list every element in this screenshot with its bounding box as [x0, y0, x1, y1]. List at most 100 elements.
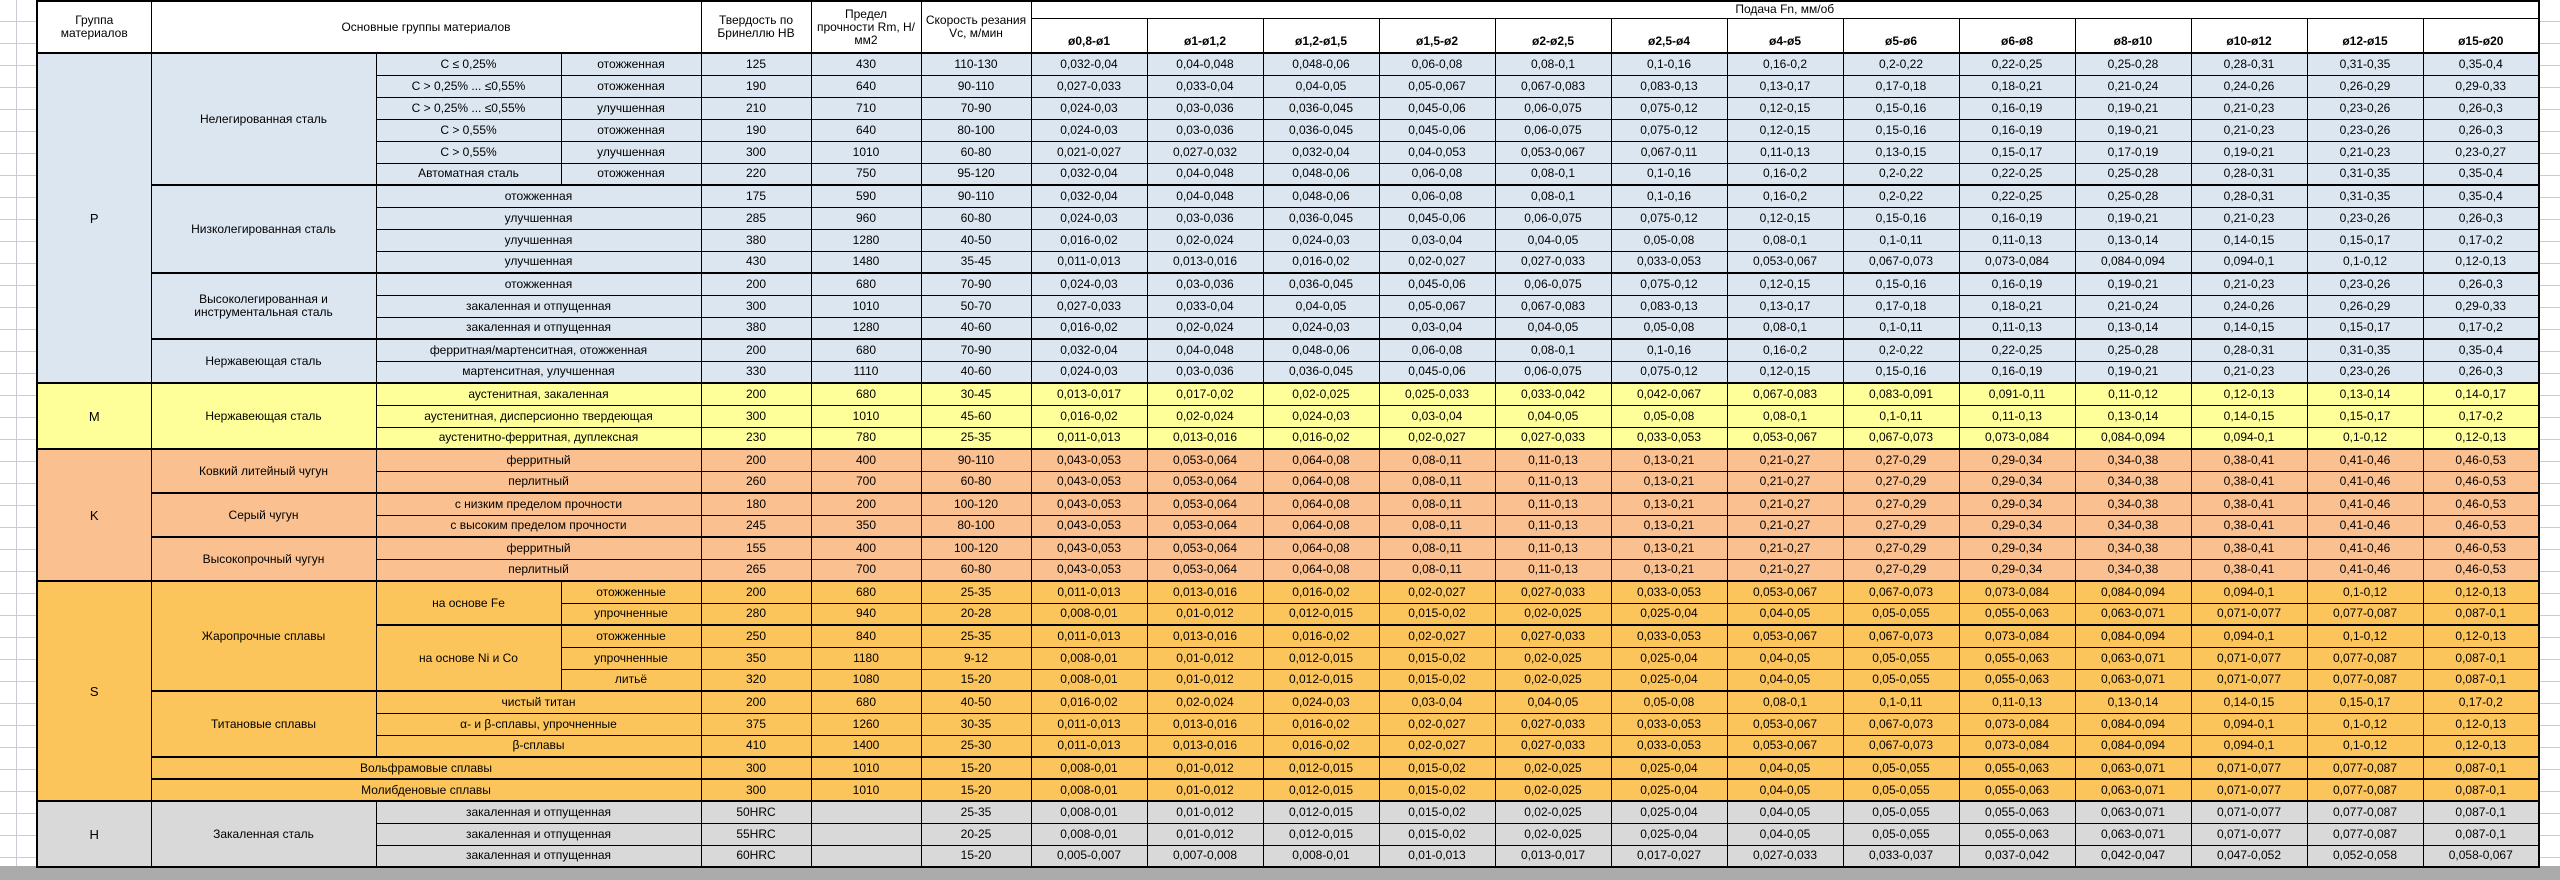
feed-cell[interactable]: 0,073-0,084	[1958, 712, 2076, 736]
feed-cell[interactable]: 0,067-0,083	[1494, 294, 1612, 318]
feed-cell[interactable]: 0,094-0,1	[2190, 580, 2308, 604]
vc-cell[interactable]: 60-80	[920, 206, 1032, 230]
feed-cell[interactable]: 0,11-0,13	[1726, 140, 1844, 164]
feed-cell[interactable]: 0,016-0,02	[1262, 426, 1380, 450]
vc-cell[interactable]: 95-120	[920, 162, 1032, 186]
feed-cell[interactable]: 0,05-0,055	[1842, 778, 1960, 802]
feed-cell[interactable]: 0,14-0,15	[2190, 690, 2308, 714]
hb-cell[interactable]: 380	[700, 228, 812, 252]
feed-cell[interactable]: 0,008-0,01	[1030, 822, 1148, 846]
rm-cell[interactable]: 1110	[810, 360, 922, 384]
feed-cell[interactable]: 0,02-0,025	[1494, 800, 1612, 824]
feed-cell[interactable]: 0,34-0,38	[2074, 448, 2192, 472]
feed-cell[interactable]: 0,017-0,02	[1146, 382, 1264, 406]
feed-cell[interactable]: 0,024-0,03	[1030, 96, 1148, 120]
feed-cell[interactable]: 0,21-0,24	[2074, 74, 2192, 98]
rm-cell[interactable]: 1010	[810, 778, 922, 802]
feed-cell[interactable]: 0,02-0,024	[1146, 690, 1264, 714]
feed-cell[interactable]: 0,04-0,05	[1726, 778, 1844, 802]
state-cell[interactable]: литьё	[560, 668, 702, 692]
vc-cell[interactable]: 100-120	[920, 492, 1032, 516]
vc-cell[interactable]: 90-110	[920, 184, 1032, 208]
feed-cell[interactable]: 0,037-0,042	[1958, 844, 2076, 868]
hb-cell[interactable]: 200	[700, 338, 812, 362]
subtype-cell[interactable]: Автоматная сталь	[375, 162, 562, 186]
hb-cell[interactable]: 125	[700, 52, 812, 76]
feed-cell[interactable]: 0,055-0,063	[1958, 602, 2076, 626]
feed-cell[interactable]: 0,1-0,12	[2306, 250, 2424, 274]
feed-cell[interactable]: 0,021-0,027	[1030, 140, 1148, 164]
feed-cell[interactable]: 0,12-0,13	[2422, 624, 2540, 648]
subtype-cell[interactable]: аустенитно-ферритная, дуплексная	[375, 426, 702, 450]
feed-cell[interactable]: 0,025-0,04	[1610, 668, 1728, 692]
hb-cell[interactable]: 200	[700, 690, 812, 714]
feed-cell[interactable]: 0,083-0,13	[1610, 294, 1728, 318]
feed-cell[interactable]: 0,14-0,15	[2190, 228, 2308, 252]
feed-cell[interactable]: 0,02-0,027	[1378, 624, 1496, 648]
feed-cell[interactable]: 0,13-0,21	[1610, 558, 1728, 582]
feed-cell[interactable]: 0,064-0,08	[1262, 448, 1380, 472]
feed-cell[interactable]: 0,071-0,077	[2190, 800, 2308, 824]
feed-cell[interactable]: 0,012-0,015	[1262, 822, 1380, 846]
feed-cell[interactable]: 0,13-0,14	[2074, 228, 2192, 252]
hb-cell[interactable]: 380	[700, 316, 812, 340]
feed-cell[interactable]: 0,091-0,11	[1958, 382, 2076, 406]
feed-cell[interactable]: 0,06-0,075	[1494, 206, 1612, 230]
feed-cell[interactable]: 0,03-0,036	[1146, 360, 1264, 384]
feed-cell[interactable]: 0,1-0,11	[1842, 228, 1960, 252]
feed-cell[interactable]: 0,01-0,012	[1146, 756, 1264, 780]
feed-cell[interactable]: 0,46-0,53	[2422, 536, 2540, 560]
vc-cell[interactable]: 100-120	[920, 536, 1032, 560]
feed-cell[interactable]: 0,012-0,015	[1262, 646, 1380, 670]
feed-cell[interactable]: 0,005-0,007	[1030, 844, 1148, 868]
subtype-cell[interactable]: на основе Fe	[375, 580, 562, 626]
feed-cell[interactable]: 0,045-0,06	[1378, 272, 1496, 296]
rm-cell[interactable]: 710	[810, 96, 922, 120]
feed-cell[interactable]: 0,34-0,38	[2074, 470, 2192, 494]
feed-cell[interactable]: 0,12-0,15	[1726, 206, 1844, 230]
feed-cell[interactable]: 0,048-0,06	[1262, 162, 1380, 186]
category-cell[interactable]: Ковкий литейный чугун	[150, 448, 377, 494]
feed-cell[interactable]: 0,064-0,08	[1262, 470, 1380, 494]
feed-cell[interactable]: 0,02-0,025	[1494, 822, 1612, 846]
hb-cell[interactable]: 175	[700, 184, 812, 208]
feed-cell[interactable]: 0,04-0,048	[1146, 338, 1264, 362]
feed-cell[interactable]: 0,024-0,03	[1262, 316, 1380, 340]
feed-cell[interactable]: 0,027-0,033	[1494, 734, 1612, 758]
vc-cell[interactable]: 80-100	[920, 514, 1032, 538]
feed-cell[interactable]: 0,13-0,14	[2074, 404, 2192, 428]
feed-cell[interactable]: 0,024-0,03	[1262, 228, 1380, 252]
feed-cell[interactable]: 0,083-0,091	[1842, 382, 1960, 406]
feed-cell[interactable]: 0,03-0,036	[1146, 272, 1264, 296]
feed-cell[interactable]: 0,01-0,012	[1146, 646, 1264, 670]
feed-cell[interactable]: 0,01-0,012	[1146, 668, 1264, 692]
feed-cell[interactable]: 0,14-0,15	[2190, 316, 2308, 340]
feed-cell[interactable]: 0,071-0,077	[2190, 822, 2308, 846]
hb-cell[interactable]: 300	[700, 404, 812, 428]
vc-cell[interactable]: 40-60	[920, 360, 1032, 384]
feed-cell[interactable]: 0,087-0,1	[2422, 778, 2540, 802]
feed-cell[interactable]: 0,05-0,08	[1610, 228, 1728, 252]
feed-cell[interactable]: 0,05-0,055	[1842, 756, 1960, 780]
feed-cell[interactable]: 0,011-0,013	[1030, 426, 1148, 450]
feed-cell[interactable]: 0,27-0,29	[1842, 492, 1960, 516]
feed-cell[interactable]: 0,11-0,13	[1494, 536, 1612, 560]
feed-cell[interactable]: 0,024-0,03	[1262, 404, 1380, 428]
hb-cell[interactable]: 200	[700, 448, 812, 472]
feed-cell[interactable]: 0,033-0,053	[1610, 426, 1728, 450]
vc-cell[interactable]: 60-80	[920, 140, 1032, 164]
feed-cell[interactable]: 0,26-0,3	[2422, 96, 2540, 120]
feed-cell[interactable]: 0,032-0,04	[1030, 184, 1148, 208]
feed-cell[interactable]: 0,012-0,015	[1262, 800, 1380, 824]
feed-cell[interactable]: 0,01-0,012	[1146, 602, 1264, 626]
category-cell[interactable]: Жаропрочные сплавы	[150, 580, 377, 692]
vc-cell[interactable]: 25-35	[920, 624, 1032, 648]
feed-cell[interactable]: 0,077-0,087	[2306, 646, 2424, 670]
vc-cell[interactable]: 15-20	[920, 668, 1032, 692]
feed-cell[interactable]: 0,15-0,17	[1958, 140, 2076, 164]
feed-cell[interactable]: 0,055-0,063	[1958, 822, 2076, 846]
category-cell[interactable]: Нержавеющая сталь	[150, 382, 377, 450]
feed-cell[interactable]: 0,027-0,033	[1494, 250, 1612, 274]
feed-cell[interactable]: 0,08-0,11	[1378, 492, 1496, 516]
feed-cell[interactable]: 0,027-0,032	[1146, 140, 1264, 164]
